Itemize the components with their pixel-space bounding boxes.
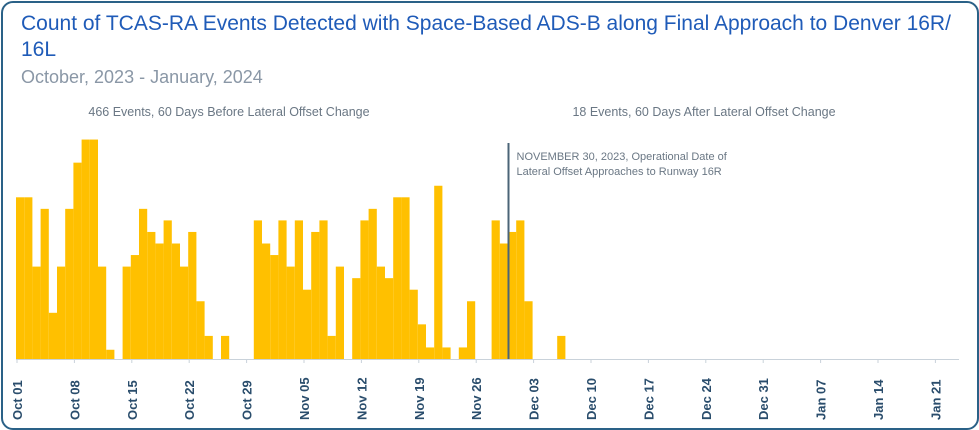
chart-bar — [335, 266, 344, 359]
chart-bar — [204, 335, 213, 359]
x-tick-label: Oct 29 — [240, 380, 255, 420]
chart-bar — [122, 266, 131, 359]
chart-bar — [32, 266, 41, 359]
chart-bar — [16, 197, 25, 359]
chart-bar — [393, 197, 402, 359]
x-tick-label: Oct 15 — [125, 380, 140, 420]
chart-bar — [196, 301, 205, 359]
chart-bar — [442, 347, 451, 359]
x-tick-label: Nov 26 — [469, 377, 484, 420]
chart-bar — [409, 289, 418, 359]
chart-bar — [73, 162, 82, 359]
chart-bar — [278, 220, 287, 359]
chart-bar — [253, 220, 262, 359]
chart-bar — [221, 335, 230, 359]
chart-bar — [499, 243, 508, 359]
chart-bar — [98, 266, 107, 359]
chart-bar — [508, 231, 517, 359]
chart-bar — [434, 185, 443, 359]
period-label-before: 466 Events, 60 Days Before Lateral Offse… — [88, 105, 369, 119]
chart-bar — [106, 349, 115, 359]
x-tick-label: Nov 05 — [297, 377, 312, 420]
chart-bar — [48, 312, 57, 359]
x-tick-label: Oct 22 — [182, 380, 197, 420]
chart-bar — [65, 208, 74, 359]
chart-bar — [139, 208, 148, 359]
chart-bar — [180, 266, 189, 359]
chart-bar — [188, 231, 197, 359]
chart-bar — [491, 220, 500, 359]
chart-bar — [130, 255, 139, 359]
chart-bar — [467, 301, 476, 359]
chart-bar — [81, 139, 90, 359]
chart-bar — [426, 347, 435, 359]
x-tick-label: Dec 03 — [527, 378, 542, 420]
chart-bar — [458, 347, 467, 359]
chart-bar — [385, 278, 394, 359]
chart-bar — [294, 220, 303, 359]
period-label-after: 18 Events, 60 Days After Lateral Offset … — [572, 105, 835, 119]
chart-bar — [57, 266, 66, 359]
chart-bar — [524, 301, 533, 359]
chart-bar — [327, 335, 336, 359]
x-tick-label: Dec 10 — [584, 378, 599, 420]
chart-bar — [171, 243, 180, 359]
x-tick-label: Nov 12 — [354, 377, 369, 420]
x-tick-label: Dec 17 — [641, 378, 656, 420]
chart-bar — [270, 255, 279, 359]
chart-bar — [24, 197, 33, 359]
chart-bar — [319, 220, 328, 359]
x-tick-label: Jan 14 — [871, 379, 886, 420]
chart-bar — [262, 243, 271, 359]
chart-bar — [89, 139, 98, 359]
x-tick-label: Jan 07 — [814, 380, 829, 420]
chart-bar — [303, 289, 312, 359]
x-tick-label: Dec 24 — [699, 377, 714, 420]
x-tick-label: Nov 19 — [412, 377, 427, 420]
chart-bar — [557, 335, 566, 359]
chart-bar — [40, 208, 49, 359]
chart-bar — [417, 324, 426, 359]
chart-bar — [286, 266, 295, 359]
chart-bar — [360, 220, 369, 359]
chart-bar — [163, 220, 172, 359]
x-tick-label: Dec 31 — [756, 378, 771, 420]
chart-bar — [147, 231, 156, 359]
chart-subtitle: October, 2023 - January, 2024 — [21, 67, 263, 87]
chart-bar — [352, 278, 361, 359]
chart-bar — [376, 266, 385, 359]
x-tick-label: Jan 21 — [928, 380, 943, 420]
chart-bar — [311, 231, 320, 359]
chart-bar — [401, 197, 410, 359]
reference-line-label: Lateral Offset Approaches to Runway 16R — [517, 166, 722, 178]
x-tick-label: Oct 08 — [67, 380, 82, 420]
reference-line-label: NOVEMBER 30, 2023, Operational Date of — [517, 151, 728, 163]
chart-title: Count of TCAS-RA Events Detected with Sp… — [21, 12, 951, 61]
chart-bar — [155, 243, 164, 359]
chart-bar — [516, 220, 525, 359]
x-tick-label: Oct 01 — [10, 380, 25, 420]
chart-bar — [368, 208, 377, 359]
